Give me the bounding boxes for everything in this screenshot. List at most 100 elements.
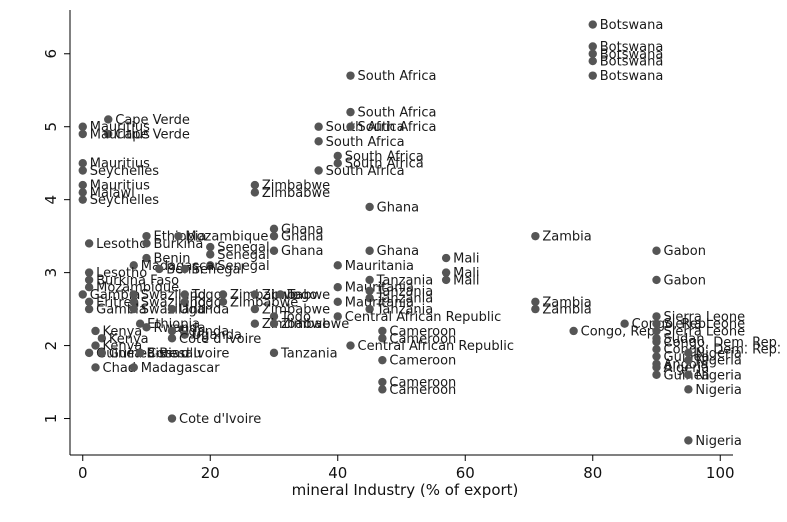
data-point [588,49,597,58]
data-point-label: Senegal [192,262,244,277]
data-point [91,341,100,350]
data-point [365,286,374,296]
data-point [269,231,279,241]
y-tick-label: 4 [42,195,60,205]
data-point-label: Togo [191,288,222,303]
data-point [78,158,87,168]
data-point-label: Sierra Leone [664,324,746,339]
data-point [314,166,323,175]
x-tick-label: 40 [328,464,347,482]
data-point [346,71,355,80]
data-point [531,297,540,307]
y-tick-label: 3 [42,268,60,278]
data-point-label: Togo [280,310,311,325]
data-point-label: South Africa [326,164,405,179]
data-point [588,56,597,66]
data-point [378,377,387,387]
data-point-label: Senegal [217,248,269,263]
x-tick-label: 80 [583,464,602,482]
data-point-label: Sierra Leone [664,317,746,332]
data-point [135,319,145,328]
data-point-label: Botswana [600,69,664,84]
data-point [84,268,94,277]
data-point [333,151,342,161]
data-point-label: Botswana [600,18,664,33]
data-point [84,239,94,248]
data-point-label: Angola [664,357,709,372]
data-point [218,297,228,307]
data-point-label: Guinea-Bissau [109,346,202,361]
data-point-label: Congo, Rep. [581,324,660,339]
data-point-label: Lesotho [96,237,147,252]
data-point [531,304,540,314]
data-point-label: Mauritania [345,259,414,274]
data-point [652,345,661,354]
data-point-label: South Africa [358,120,437,135]
data-point-label: Tanzania [376,292,434,307]
data-point [569,326,578,336]
data-point-label: Cameroon [389,354,456,369]
data-point-label: Cameroon [389,376,456,391]
data-point [269,319,279,328]
data-points: BotswanaBotswanaBotswanaBotswanaBotswana… [78,18,781,449]
y-tick-label: 2 [42,341,60,351]
data-point-label: Kenya [109,332,149,347]
data-point-label: Ghana [281,230,324,245]
data-point-label: Cote d'Ivoire [179,412,261,427]
data-point [129,304,138,314]
data-point-label: Mauritius [90,128,150,143]
data-point [142,323,151,332]
data-point-label: Mali [453,273,479,288]
data-point-label: Togo [191,295,222,310]
data-point [346,107,355,117]
data-point-label: Seychelles [90,193,160,208]
data-point [441,275,451,285]
data-point [314,122,323,131]
data-point-label: Malawi [90,186,135,201]
data-point-label: Mozambique [96,281,179,296]
data-point [652,337,661,347]
data-point-label: Mali [453,252,479,267]
data-point [167,326,177,336]
data-point [365,304,374,314]
data-point [78,180,87,190]
data-point-label: Zimbabwe [262,186,330,201]
data-point [206,242,215,252]
data-point [206,250,215,259]
data-point [104,129,113,139]
data-point-label: Togo [286,288,317,303]
data-point-label: South Africa [326,135,405,150]
data-point-label: Sudan [664,332,705,347]
data-point [250,319,260,328]
data-point [180,264,189,274]
data-point-label: Cape Verde [115,113,190,128]
data-point [365,275,374,285]
x-axis-title: mineral Industry (% of export) [292,481,519,499]
data-point-label: Gambia [90,288,141,303]
data-point [167,304,177,314]
data-point-label: Cote d'Ivoire [179,332,261,347]
data-point [104,115,113,124]
data-point [652,319,661,328]
data-point [135,348,145,358]
data-point-label: Zambia [542,295,591,310]
x-tick-label: 0 [78,464,88,482]
data-point [269,348,279,358]
data-point-label: Central African Republic [345,310,501,325]
data-point [142,231,151,241]
data-point [167,414,177,423]
data-point-label: Ghana [281,244,324,259]
data-point-label: South Africa [358,106,437,121]
data-point-label: Swaziland [141,295,206,310]
data-point-label: Mauritius [90,157,150,172]
data-point-label: Mozambique [185,230,268,245]
data-point [97,348,107,358]
data-point-label: Tanzania [280,346,338,361]
data-point [129,261,138,270]
data-point [78,122,87,131]
data-point-label: Zambia [542,303,591,318]
x-tick-label: 60 [456,464,475,482]
data-point-label: Burkina Faso [96,273,179,288]
data-point-label: Nigeria [695,346,742,361]
data-point-label: Tanzania [376,284,434,299]
